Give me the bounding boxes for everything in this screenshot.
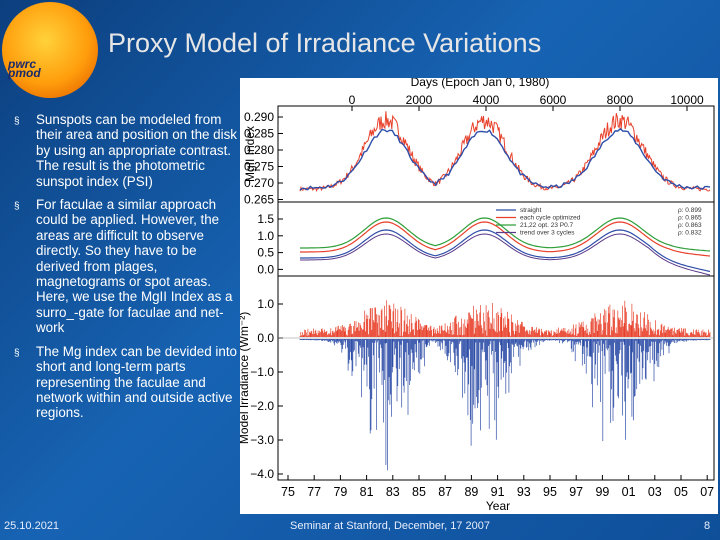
top-tick-label: 0	[349, 93, 356, 107]
long-tick-label: 0.5	[257, 246, 274, 260]
x-tick-label: 93	[517, 485, 531, 499]
short-tick-label: 1.0	[257, 297, 274, 311]
mg-smoothed-series	[299, 127, 711, 191]
x-tick-label: 97	[569, 485, 583, 499]
top-tick-label: 10000	[670, 93, 704, 107]
mg-tick-label: 0.265	[244, 193, 274, 207]
mg-tick-label: 0.285	[244, 127, 274, 141]
long-tick-label: 1.5	[257, 212, 274, 226]
legend: straight ρ: 0.899 each cycle optimized ρ: 0…	[496, 207, 702, 237]
short-tick-label: 0.0	[257, 331, 274, 345]
x-tick-label: 87	[438, 485, 452, 499]
long-series-red	[300, 221, 711, 257]
mg-axis-label: MgII Index	[243, 126, 257, 182]
bullet-list: § Sunspots can be modeled from their area…	[12, 112, 244, 429]
x-tick-label: 91	[491, 485, 505, 499]
top-axis-title: Days (Epoch Jan 0, 1980)	[411, 78, 550, 89]
legend-label: straight	[520, 207, 542, 214]
long-tick-label: 1.0	[257, 229, 274, 243]
legend-label: each cycle optimized	[520, 215, 581, 222]
mg-tick-label: 0.290	[244, 110, 274, 124]
legend-value: ρ: 0.865	[678, 215, 702, 222]
x-tick-label: 79	[333, 485, 347, 499]
short-tick-label: −1.0	[250, 365, 274, 379]
long-series-purple	[300, 233, 711, 276]
footer-date: 25.10.2021	[4, 520, 60, 532]
x-tick-label: 05	[674, 485, 688, 499]
institute-logo: pwrc pmod	[8, 57, 41, 80]
legend-value: ρ: 0.899	[678, 207, 702, 214]
bullet-item: § Sunspots can be modeled from their area…	[14, 112, 237, 189]
bullet-marker: §	[14, 201, 20, 213]
mg-tick-label: 0.270	[244, 176, 274, 190]
legend-label: trend over 3 cycles	[520, 230, 575, 237]
irradiance-axis-label: Model Irradiance (Wm⁻²)	[240, 312, 251, 444]
x-tick-label: 75	[281, 485, 295, 499]
short-faculae-series	[299, 300, 711, 337]
mg-tick-label: 0.275	[244, 160, 274, 174]
slide-title: Proxy Model of Irradiance Variations	[108, 28, 542, 58]
long-series-green	[300, 217, 711, 252]
x-tick-label: 85	[412, 485, 426, 499]
legend-value: ρ: 0.832	[678, 230, 702, 237]
footer-event: Seminar at Stanford, December, 17 2007	[290, 520, 490, 532]
irradiance-figure: Days (Epoch Jan 0, 1980) 0 2000 4000 6000 80…	[237, 75, 718, 514]
short-tick-label: −4.0	[250, 467, 274, 481]
irradiance-chart: Days (Epoch Jan 0, 1980) 0 2000 4000 6000 80…	[237, 75, 715, 513]
x-axis-title: Year	[486, 499, 510, 513]
x-tick-label: 01	[622, 485, 636, 499]
short-panel-frame	[277, 275, 715, 481]
long-series-blue	[300, 229, 711, 273]
bullet-item: § The Mg index can be devided into short …	[14, 343, 237, 421]
x-tick-label: 81	[360, 485, 374, 499]
page-number: 8	[704, 520, 711, 532]
x-tick-label: 89	[464, 485, 478, 499]
x-tick-label: 99	[595, 485, 609, 499]
x-tick-label: 95	[543, 485, 557, 499]
bullet-marker: §	[14, 347, 20, 359]
long-panel-frame	[277, 201, 715, 277]
top-tick-label: 2000	[406, 93, 433, 107]
sun-image	[2, 2, 98, 98]
legend-value: ρ: 0.863	[678, 222, 702, 229]
bullet-item: § For faculae a similar approach could be…	[14, 197, 233, 336]
long-tick-label: 0.0	[257, 262, 274, 276]
x-tick-label: 77	[307, 485, 321, 499]
bullet-marker: §	[14, 116, 20, 127]
short-tick-label: −3.0	[250, 433, 274, 447]
x-tick-label: 03	[648, 485, 662, 499]
short-tick-label: −2.0	[250, 399, 274, 413]
top-tick-label: 6000	[540, 93, 567, 107]
mg-tick-label: 0.280	[244, 143, 274, 157]
short-sunspot-series	[299, 339, 711, 471]
legend-label: 21,22 opt. 23 P0.7	[520, 222, 574, 229]
x-tick-label: 83	[386, 485, 400, 499]
x-tick-label: 07	[700, 485, 714, 499]
mg-panel-frame	[277, 105, 715, 203]
top-tick-label: 4000	[473, 93, 500, 107]
top-tick-label: 8000	[607, 93, 634, 107]
